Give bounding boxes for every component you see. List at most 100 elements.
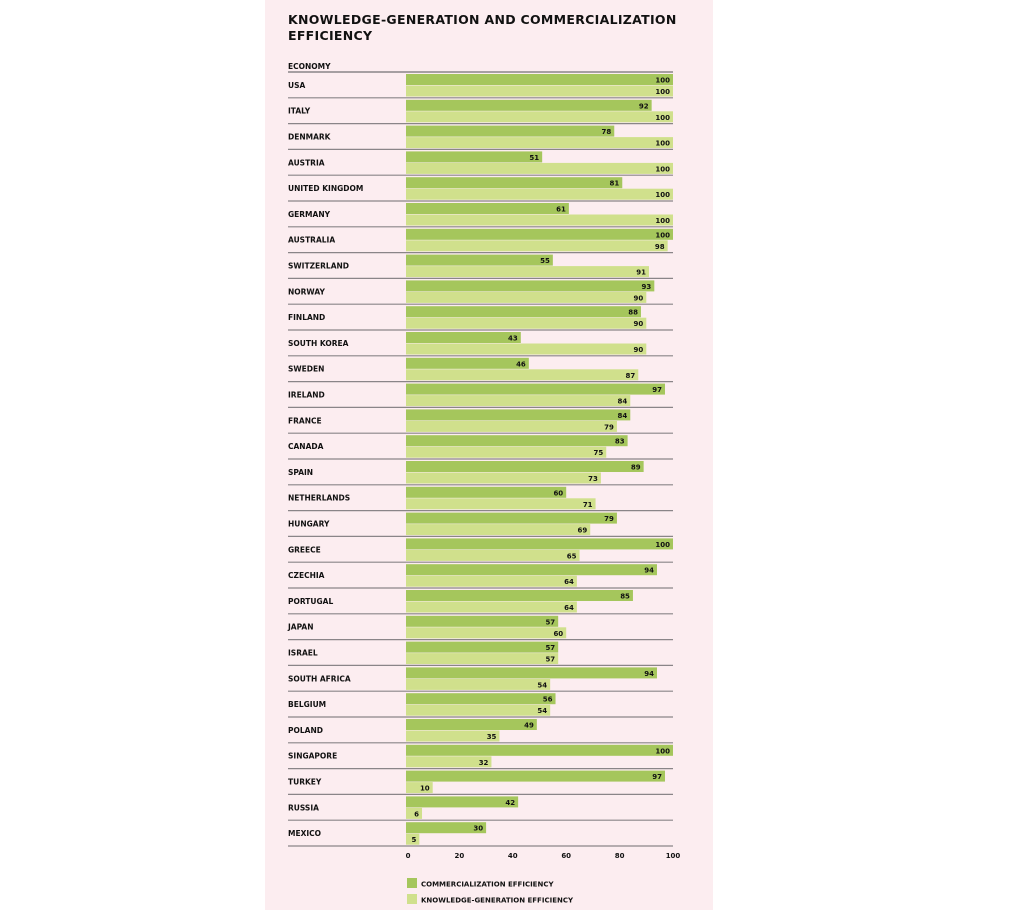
bar-commercialization bbox=[406, 693, 556, 705]
bar-commercialization bbox=[406, 409, 631, 421]
data-label: 46 bbox=[516, 360, 526, 368]
data-label: 100 bbox=[655, 114, 670, 122]
data-label: 79 bbox=[604, 423, 614, 431]
data-label: 89 bbox=[631, 464, 641, 472]
data-label: 32 bbox=[479, 759, 489, 767]
data-label: 83 bbox=[615, 438, 625, 446]
category-label: CZECHIA bbox=[288, 571, 325, 580]
data-label: 84 bbox=[618, 412, 628, 420]
bar-knowledge bbox=[406, 601, 577, 613]
bar-knowledge bbox=[406, 188, 673, 200]
data-label: 100 bbox=[655, 217, 670, 225]
data-label: 100 bbox=[655, 77, 670, 85]
bar-knowledge bbox=[406, 472, 601, 484]
bar-commercialization bbox=[406, 99, 652, 111]
data-label: 73 bbox=[588, 475, 598, 483]
data-label: 61 bbox=[556, 206, 566, 214]
data-label: 87 bbox=[626, 372, 636, 380]
data-label: 92 bbox=[639, 102, 649, 110]
data-label: 55 bbox=[540, 257, 550, 265]
data-label: 49 bbox=[524, 722, 534, 730]
category-label: JAPAN bbox=[287, 623, 314, 632]
bar-knowledge bbox=[406, 395, 631, 407]
bar-commercialization bbox=[406, 615, 559, 627]
bar-commercialization bbox=[406, 641, 559, 653]
data-label: 98 bbox=[655, 243, 665, 251]
data-label: 91 bbox=[636, 269, 646, 277]
data-label: 75 bbox=[594, 449, 604, 457]
bar-commercialization bbox=[406, 719, 537, 730]
bar-commercialization bbox=[406, 228, 673, 240]
category-label: NETHERLANDS bbox=[288, 494, 350, 503]
data-label: 65 bbox=[567, 552, 577, 560]
data-label: 57 bbox=[545, 618, 555, 626]
data-label: 100 bbox=[655, 541, 670, 549]
category-label: AUSTRIA bbox=[288, 158, 325, 167]
category-label: TURKEY bbox=[288, 778, 322, 787]
bar-knowledge bbox=[406, 498, 596, 510]
data-label: 90 bbox=[634, 320, 644, 328]
data-label: 78 bbox=[602, 128, 612, 136]
data-label: 60 bbox=[553, 630, 563, 638]
bar-commercialization bbox=[406, 151, 543, 163]
bar-knowledge bbox=[406, 730, 500, 742]
data-label: 81 bbox=[610, 180, 620, 188]
x-tick-label: 60 bbox=[561, 852, 571, 860]
data-label: 5 bbox=[411, 836, 416, 844]
data-label: 97 bbox=[652, 773, 662, 781]
category-label: POLAND bbox=[288, 726, 323, 735]
bar-knowledge bbox=[406, 756, 492, 768]
category-label: CANADA bbox=[288, 442, 324, 451]
category-label: NORWAY bbox=[288, 287, 325, 296]
category-label: SPAIN bbox=[288, 468, 313, 477]
bar-knowledge bbox=[406, 524, 591, 536]
category-label: AUSTRALIA bbox=[288, 236, 335, 245]
data-label: 43 bbox=[508, 335, 518, 343]
category-label: HUNGARY bbox=[288, 520, 330, 529]
data-label: 79 bbox=[604, 515, 614, 523]
bar-commercialization bbox=[406, 538, 673, 550]
bar-knowledge bbox=[406, 549, 580, 561]
data-label: 69 bbox=[577, 527, 587, 535]
data-label: 54 bbox=[537, 707, 547, 715]
bar-knowledge bbox=[406, 653, 559, 665]
data-label: 85 bbox=[620, 593, 630, 601]
bar-knowledge bbox=[406, 317, 647, 329]
bar-commercialization bbox=[406, 486, 567, 498]
data-label: 51 bbox=[529, 154, 539, 162]
data-label: 100 bbox=[655, 191, 670, 199]
bar-knowledge bbox=[406, 833, 420, 845]
legend-label: KNOWLEDGE-GENERATION EFFICIENCY bbox=[421, 897, 574, 905]
bar-knowledge bbox=[406, 111, 673, 123]
bar-commercialization bbox=[406, 74, 673, 85]
category-label: DENMARK bbox=[288, 133, 332, 142]
data-label: 100 bbox=[655, 231, 670, 239]
bar-knowledge bbox=[406, 137, 673, 149]
category-label: GREECE bbox=[288, 545, 321, 554]
bar-commercialization bbox=[406, 796, 519, 808]
data-label: 6 bbox=[414, 810, 419, 818]
data-label: 35 bbox=[487, 733, 497, 741]
bar-knowledge bbox=[406, 240, 668, 252]
category-label: PORTUGAL bbox=[288, 597, 333, 606]
bar-commercialization bbox=[406, 383, 665, 395]
bar-commercialization bbox=[406, 564, 657, 576]
bar-commercialization bbox=[406, 280, 655, 292]
bar-commercialization bbox=[406, 203, 569, 214]
category-label: USA bbox=[288, 81, 305, 90]
bar-knowledge bbox=[406, 369, 639, 381]
bar-knowledge bbox=[406, 266, 649, 278]
data-label: 94 bbox=[644, 567, 654, 575]
bar-knowledge bbox=[406, 446, 607, 458]
category-label: ISRAEL bbox=[288, 649, 318, 658]
bar-knowledge bbox=[406, 627, 567, 639]
bar-knowledge bbox=[406, 704, 551, 716]
x-tick-label: 80 bbox=[615, 852, 625, 860]
bar-knowledge bbox=[406, 807, 423, 819]
bar-commercialization bbox=[406, 512, 617, 524]
data-label: 54 bbox=[537, 681, 547, 689]
data-label: 10 bbox=[420, 785, 430, 793]
data-label: 88 bbox=[628, 309, 638, 317]
data-label: 93 bbox=[642, 283, 652, 291]
